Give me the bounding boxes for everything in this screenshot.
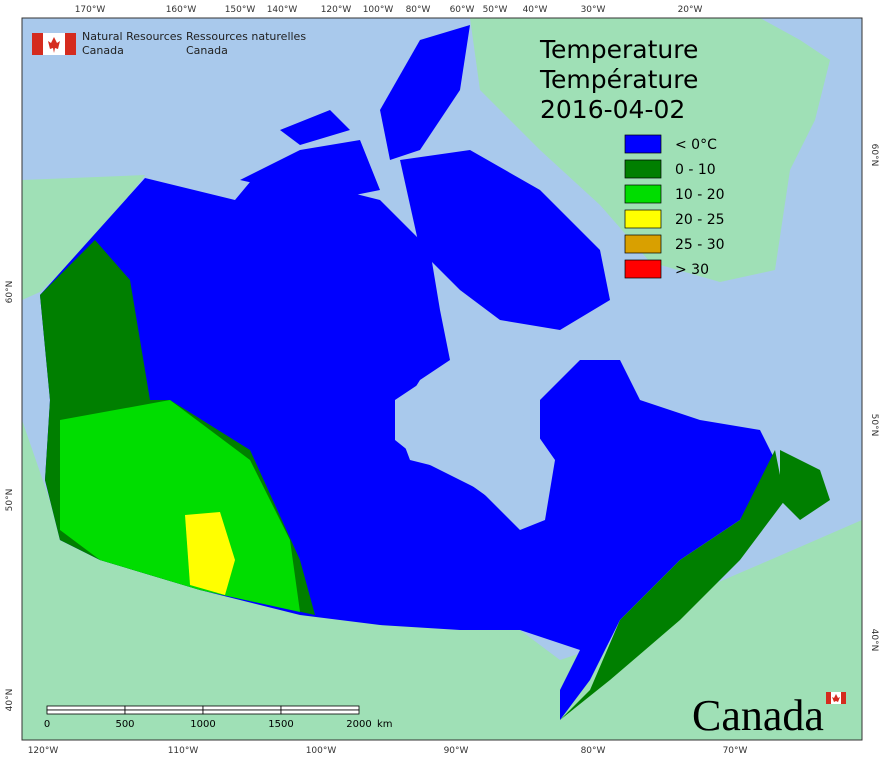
scale-segment bbox=[280, 709, 360, 715]
lon-label: 120°W bbox=[28, 746, 59, 756]
scale-label: 2000 bbox=[346, 719, 371, 730]
warm-zone bbox=[185, 512, 235, 595]
arctic-island bbox=[280, 110, 350, 145]
org-name: Natural Resources bbox=[82, 30, 183, 43]
maple-leaf bbox=[832, 694, 840, 702]
nrcan-signature: Natural Resources Canada Ressources natu… bbox=[32, 30, 306, 57]
lon-label: 120°W bbox=[321, 5, 352, 15]
flag-bar bbox=[65, 33, 76, 55]
lon-label: 150°W bbox=[225, 5, 256, 15]
legend-swatch bbox=[624, 134, 662, 154]
legend-swatch bbox=[624, 234, 662, 254]
title-en: Temperature bbox=[539, 35, 698, 64]
maple-leaf bbox=[48, 37, 60, 53]
lon-label: 60°W bbox=[450, 5, 475, 15]
arctic-island bbox=[400, 150, 610, 330]
graticule-labels: 170°W 160°W 150°W 140°W 120°W 100°W 80°W… bbox=[5, 5, 879, 756]
lon-label: 20°W bbox=[678, 5, 703, 15]
scale-segment bbox=[280, 705, 360, 711]
usa bbox=[22, 420, 862, 740]
legend-label: > 30 bbox=[675, 262, 709, 278]
lon-label: 30°W bbox=[581, 5, 606, 15]
scale-label: 0 bbox=[44, 719, 50, 730]
legend-label: 20 - 25 bbox=[675, 212, 725, 228]
scale-label: 1500 bbox=[268, 719, 293, 730]
lon-label: 140°W bbox=[267, 5, 298, 15]
lon-label: 80°W bbox=[581, 746, 606, 756]
prairie-zone bbox=[60, 400, 300, 612]
lat-label: 40°N bbox=[5, 689, 15, 712]
scale-label: 1000 bbox=[190, 719, 215, 730]
scale-segment bbox=[202, 705, 282, 711]
lon-label: 160°W bbox=[166, 5, 197, 15]
hudson-bay bbox=[395, 370, 555, 530]
legend-swatch bbox=[624, 259, 662, 279]
scale-label: 500 bbox=[115, 719, 134, 730]
lon-label: 40°W bbox=[523, 5, 548, 15]
legend-label: 0 - 10 bbox=[675, 162, 716, 178]
scale-segment bbox=[124, 709, 204, 715]
arctic-island bbox=[240, 140, 380, 200]
scale-segment bbox=[124, 705, 204, 711]
legend-label: 10 - 20 bbox=[675, 187, 725, 203]
lon-label: 50°W bbox=[483, 5, 508, 15]
lon-label: 110°W bbox=[168, 746, 199, 756]
legend-label: 25 - 30 bbox=[675, 237, 725, 253]
legend-swatch bbox=[624, 159, 662, 179]
lon-label: 100°W bbox=[306, 746, 337, 756]
lon-label: 80°W bbox=[406, 5, 431, 15]
newfoundland bbox=[780, 450, 830, 520]
lon-label: 170°W bbox=[75, 5, 106, 15]
arctic-island bbox=[380, 25, 470, 160]
title-date: 2016-04-02 bbox=[540, 95, 685, 124]
scale-unit: km bbox=[377, 719, 393, 730]
scale-segment bbox=[202, 709, 282, 715]
lat-label: 60°N bbox=[5, 281, 15, 304]
flag-bar bbox=[841, 692, 846, 704]
canada-wordmark: Canada bbox=[692, 691, 846, 740]
org-name: Canada bbox=[186, 44, 228, 57]
map-frame bbox=[21, 17, 863, 741]
scale-segment bbox=[46, 709, 126, 715]
lat-label: 40°N bbox=[869, 629, 879, 652]
lon-label: 70°W bbox=[723, 746, 748, 756]
org-name: Canada bbox=[82, 44, 124, 57]
lat-label: 50°N bbox=[5, 489, 15, 512]
lon-label: 100°W bbox=[363, 5, 394, 15]
east-zone bbox=[560, 450, 785, 720]
flag-bar bbox=[826, 692, 831, 704]
lon-label: 90°W bbox=[444, 746, 469, 756]
legend-swatch bbox=[624, 184, 662, 204]
wordmark: Canada bbox=[692, 691, 824, 740]
legend: < 0°C 0 - 10 10 - 20 20 - 25 25 - 30 > 30 bbox=[624, 134, 725, 279]
alaska bbox=[22, 175, 145, 300]
lat-label: 50°N bbox=[869, 414, 879, 437]
scale-bar: 0 500 1000 1500 2000 km bbox=[44, 705, 393, 730]
org-name: Ressources naturelles bbox=[186, 30, 306, 43]
flag-bar bbox=[32, 33, 43, 55]
frame-border bbox=[21, 17, 863, 741]
legend-swatch bbox=[624, 209, 662, 229]
title-fr: Température bbox=[539, 65, 698, 94]
lat-label: 60°N bbox=[869, 144, 879, 167]
title-block: Temperature Température 2016-04-02 bbox=[539, 35, 698, 124]
scale-segment bbox=[46, 705, 126, 711]
legend-label: < 0°C bbox=[675, 137, 717, 153]
